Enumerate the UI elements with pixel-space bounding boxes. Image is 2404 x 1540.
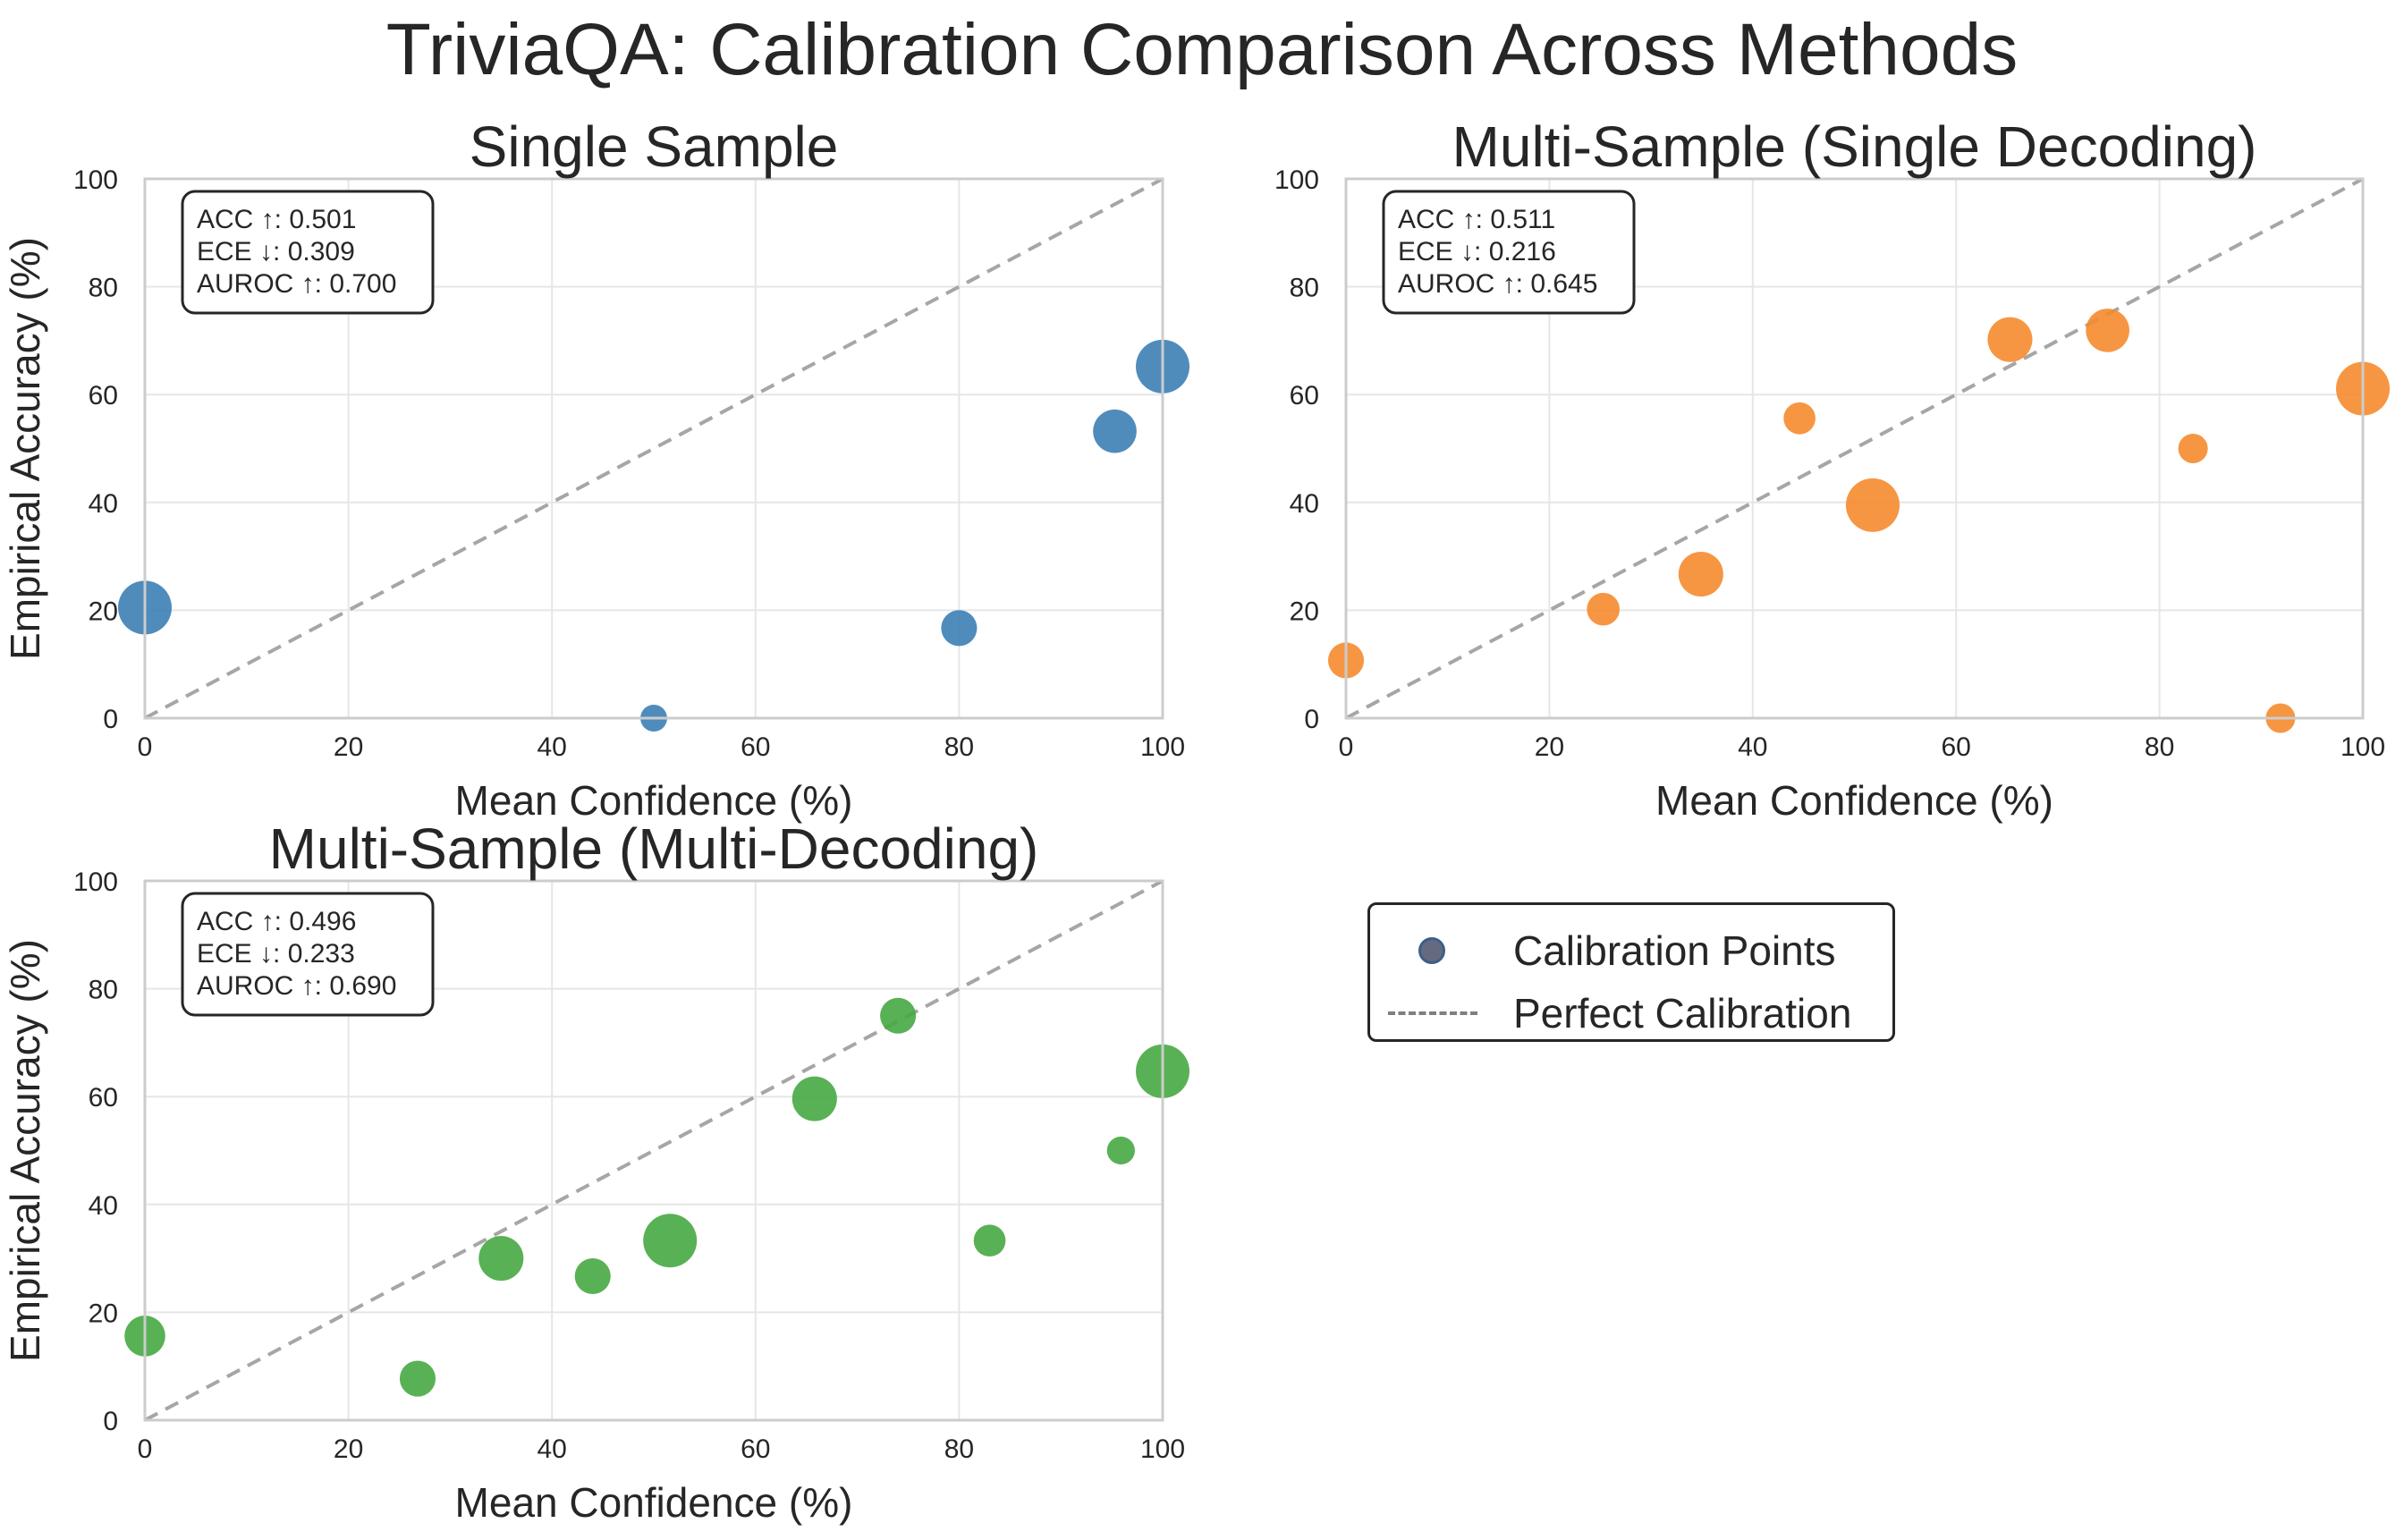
legend-item-calibration-points: Calibration Points [1370,919,1892,982]
calibration-point [1587,592,1620,626]
x-axis-label: Mean Confidence (%) [1655,777,2053,824]
metrics-text: AUROC ↑: 0.645 [1398,269,1597,299]
y-tick-label: 0 [103,1407,118,1436]
perfect-calibration-line [144,879,1164,1422]
calibration-point [399,1360,436,1397]
metrics-text: ECE ↓: 0.309 [197,237,355,267]
y-tick-label: 20 [89,1299,118,1328]
y-tick-label: 0 [103,705,118,734]
x-tick-label: 60 [1942,732,1971,762]
x-tick-label: 0 [138,1434,153,1464]
axes-frame [143,879,1164,1422]
x-tick-label: 80 [2145,732,2174,762]
x-axis-label: Mean Confidence (%) [455,777,853,824]
x-tick-label: 0 [138,732,153,762]
x-tick-label: 40 [1738,732,1767,762]
metrics-text: AUROC ↑: 0.690 [197,971,396,1001]
y-tick-label: 60 [89,381,118,410]
subplot-title: Multi-Sample (Multi-Decoding) [269,817,1039,881]
metrics-text: ACC ↑: 0.496 [197,907,356,936]
calibration-point [791,1076,837,1121]
calibration-point-marker-icon [1418,937,1445,964]
perfect-calibration-line [144,177,1164,720]
metrics-box [1382,190,1636,315]
y-tick-label: 0 [1304,705,1319,734]
y-tick-label: 20 [1290,597,1319,626]
calibration-point [1678,551,1723,597]
metrics-box [181,190,435,315]
y-tick-label: 100 [1274,165,1319,195]
metrics-text: ACC ↑: 0.511 [1398,205,1555,234]
legend-label: Calibration Points [1513,927,1836,974]
legend-item-perfect-calibration: Perfect Calibration [1370,982,1892,1045]
calibration-point [2086,309,2129,352]
calibration-point [1106,1136,1135,1165]
x-tick-label: 0 [1339,732,1354,762]
calibration-point [880,997,917,1034]
metrics-box [181,892,435,1017]
x-tick-label: 80 [944,732,974,762]
y-tick-label: 60 [1290,381,1319,410]
dashed-line-icon [1388,1011,1477,1015]
metrics-text: ECE ↓: 0.233 [197,939,355,969]
y-tick-label: 100 [73,867,118,897]
x-tick-label: 100 [1140,732,1185,762]
axes-frame [143,177,1164,720]
subplot-title: Single Sample [470,114,839,179]
calibration-point [643,1214,698,1268]
x-tick-label: 80 [944,1434,974,1464]
metrics-text: ECE ↓: 0.216 [1398,237,1556,267]
y-tick-label: 40 [89,489,118,519]
x-tick-label: 20 [334,1434,363,1464]
y-tick-label: 60 [89,1083,118,1113]
x-tick-label: 20 [1535,732,1564,762]
calibration-point [1783,402,1816,435]
y-tick-label: 80 [1290,274,1319,303]
metrics-text: ACC ↑: 0.501 [197,205,356,234]
calibration-point [1987,317,2033,362]
x-tick-label: 100 [1140,1434,1185,1464]
y-axis-label: Empirical Accuracy (%) [2,939,48,1362]
calibration-point [2178,433,2208,464]
legend: Calibration Points Perfect Calibration [1367,902,1895,1042]
calibration-point [1093,409,1137,453]
subplot-title: Multi-Sample (Single Decoding) [1452,114,2257,179]
x-tick-label: 20 [334,732,363,762]
perfect-calibration-line [1345,177,2364,720]
x-tick-label: 40 [538,1434,567,1464]
y-tick-label: 20 [89,597,118,626]
y-tick-label: 80 [89,274,118,303]
axes-frame [1344,177,2365,720]
calibration-point [478,1236,524,1282]
y-tick-label: 40 [1290,489,1319,519]
x-tick-label: 100 [2341,732,2385,762]
calibration-point [941,610,978,647]
calibration-point [973,1224,1006,1257]
y-tick-label: 80 [89,976,118,1005]
x-tick-label: 60 [741,732,770,762]
x-axis-label: Mean Confidence (%) [455,1479,853,1526]
y-tick-label: 100 [73,165,118,195]
y-tick-label: 40 [89,1191,118,1221]
figure-title: TriviaQA: Calibration Comparison Across … [385,9,2019,90]
calibration-point [1845,478,1900,532]
y-axis-label: Empirical Accuracy (%) [2,237,48,660]
x-tick-label: 60 [741,1434,770,1464]
x-tick-label: 40 [538,732,567,762]
metrics-text: AUROC ↑: 0.700 [197,269,396,299]
legend-label: Perfect Calibration [1513,990,1852,1037]
calibration-point [574,1257,611,1295]
